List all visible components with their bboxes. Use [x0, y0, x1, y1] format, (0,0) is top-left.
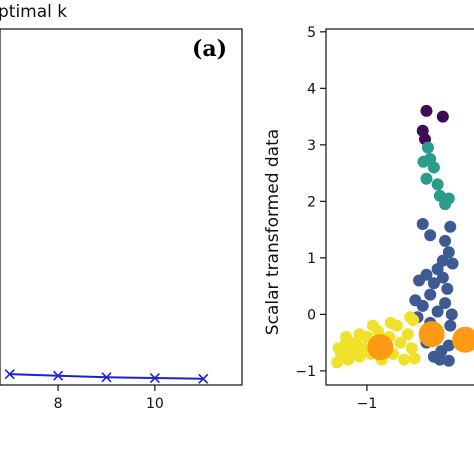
cluster-2-point [416, 217, 429, 230]
right-y-tick-label-4: 4 [307, 81, 316, 97]
right-y-tick-label-0: 0 [307, 307, 316, 323]
cluster-3-point [408, 352, 421, 365]
cluster-2-point [441, 282, 454, 295]
cluster-3-point [404, 311, 417, 324]
left-x-tick-label-8: 8 [54, 396, 63, 412]
cluster-1-point [442, 192, 455, 205]
cluster-3-point [401, 328, 414, 341]
left-x-tick-label-10: 10 [146, 396, 164, 412]
right-plot-frame [325, 28, 474, 386]
right-y-tick-label-5: 5 [307, 25, 316, 41]
cluster-2-point [446, 257, 459, 270]
right-y-tick-label-1: 1 [307, 251, 316, 267]
cluster-2-point [442, 246, 455, 259]
left-point-marker [4, 369, 15, 380]
left-plot-frame [0, 28, 243, 386]
cluster-3-point [340, 330, 353, 343]
centroid-marker [418, 321, 445, 348]
cluster-1-point [417, 155, 430, 168]
cluster-2-point [433, 353, 446, 366]
cluster-0-point [420, 104, 433, 117]
right-points-group [331, 104, 474, 369]
left-point-marker [149, 372, 160, 384]
cluster-2-point [445, 308, 458, 321]
right-y-tick-label--1: −1 [295, 364, 316, 380]
right-y-tick-label-3: 3 [307, 138, 316, 154]
cluster-3-point [405, 342, 418, 355]
cluster-3-point [394, 336, 407, 349]
left-point-marker [53, 370, 64, 381]
cluster-2-point [424, 288, 437, 301]
cluster-2-point [439, 234, 452, 247]
cluster-3-point [366, 319, 379, 332]
cluster-2-point [442, 354, 455, 367]
centroid-marker [452, 326, 474, 353]
cluster-2-point [431, 305, 444, 318]
left-plot-area: 8 10 [4, 369, 209, 412]
cluster-1-point [420, 172, 433, 185]
cluster-2-point [442, 339, 455, 352]
cluster-0-point [436, 110, 449, 123]
centroid-marker [367, 334, 394, 361]
cluster-3-point [332, 342, 345, 355]
right-plot-area: −1 0 1 2 3 4 5 −1 [295, 25, 474, 412]
right-y-axis-label: Scalar transformed data [263, 129, 283, 335]
left-point-marker [101, 372, 112, 383]
cluster-2-point [424, 229, 437, 242]
cluster-2-point [416, 299, 429, 312]
left-point-marker [198, 373, 209, 384]
cluster-2-point [444, 220, 457, 233]
cluster-2-point [439, 297, 452, 310]
cluster-1-point [431, 178, 444, 191]
right-y-tick-label-2: 2 [307, 194, 316, 210]
left-chart-title: ptimal k [0, 2, 67, 22]
cluster-3-point [398, 353, 411, 366]
right-x-tick-label--1: −1 [357, 396, 378, 412]
panel-label: (a) [192, 36, 227, 62]
cluster-2-point [413, 274, 426, 287]
cluster-3-point [384, 316, 397, 329]
cluster-1-point [421, 141, 434, 154]
cluster-2-point [427, 277, 440, 290]
cluster-2-point [444, 319, 457, 332]
cluster-2-point [436, 271, 449, 284]
cluster-3-point [353, 328, 366, 341]
cluster-1-point [427, 161, 440, 174]
